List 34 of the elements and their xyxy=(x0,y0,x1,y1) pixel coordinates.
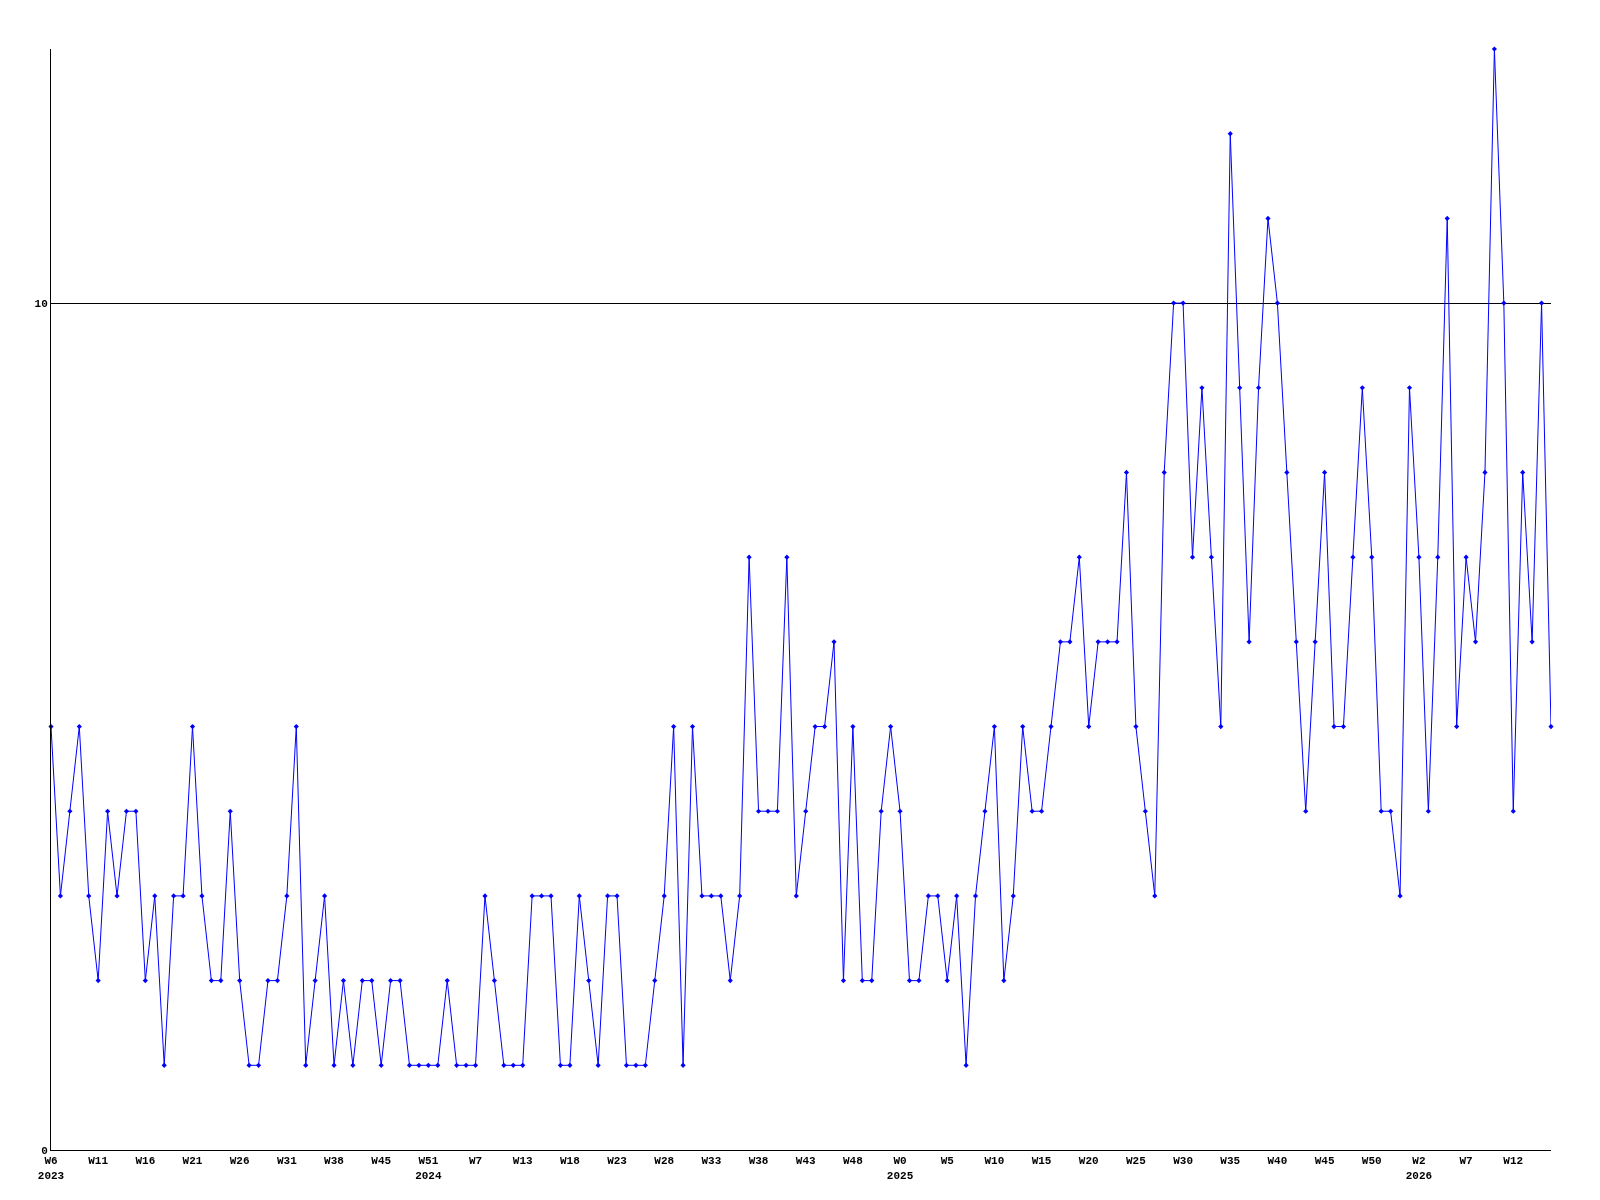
x-tick-label: W28 xyxy=(654,1155,675,1168)
x-tick-label: W18 xyxy=(559,1155,581,1168)
x-tick-label: W15 xyxy=(1031,1155,1052,1168)
x-tick-label: W45 xyxy=(371,1155,392,1168)
x-tick-label: W50 xyxy=(1361,1155,1382,1168)
x-tick-label: W48 xyxy=(842,1155,864,1168)
x-tick-label: W21 xyxy=(182,1155,203,1168)
x-tick-label: W7 xyxy=(1459,1155,1473,1168)
x-tick-label: W7 xyxy=(468,1155,483,1168)
x-tick-label: W45 xyxy=(1314,1155,1335,1168)
x-tick-label: W26 xyxy=(229,1155,250,1168)
x-tick-label: W6 2023 xyxy=(37,1155,65,1182)
x-tick-label: W31 xyxy=(276,1155,298,1168)
x-tick-label: W38 xyxy=(748,1155,769,1168)
x-tick-label: W0 2025 xyxy=(886,1155,914,1182)
y-tick-label: 10 xyxy=(34,297,48,310)
x-tick-label: W11 xyxy=(88,1155,109,1168)
x-tick-label: W5 xyxy=(940,1155,955,1168)
x-tick-label: W12 xyxy=(1503,1155,1524,1168)
x-tick-label: W30 xyxy=(1173,1155,1193,1168)
x-tick-label: W13 xyxy=(512,1155,533,1168)
x-tick-label: W33 xyxy=(701,1155,722,1168)
y-tick-label: 0 xyxy=(41,1144,48,1157)
x-tick-label: W43 xyxy=(795,1155,817,1168)
x-tick-label: W51 2024 xyxy=(415,1155,442,1182)
x-tick-label: W20 xyxy=(1078,1155,1099,1168)
x-tick-label: W16 xyxy=(135,1155,156,1168)
x-tick-label: W35 xyxy=(1220,1155,1241,1168)
x-tick-label: W40 xyxy=(1267,1155,1288,1168)
x-tick-label: W2 2026 xyxy=(1405,1155,1433,1182)
x-tick-label: W10 xyxy=(984,1155,1005,1168)
x-tick-label: W25 xyxy=(1126,1155,1147,1168)
x-tick-label: W38 xyxy=(324,1155,345,1168)
x-tick-label: W23 xyxy=(607,1155,628,1168)
